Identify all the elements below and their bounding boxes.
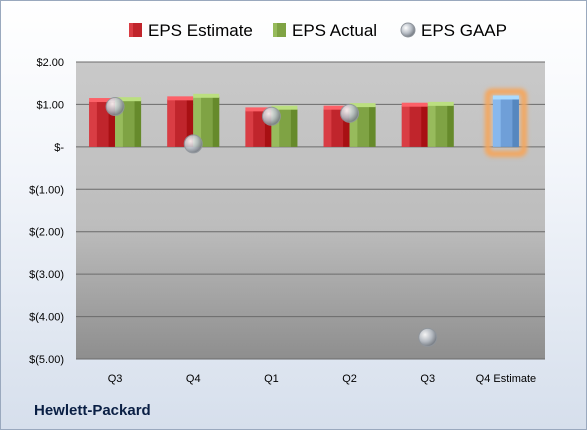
estimate-highlight xyxy=(484,88,527,157)
x-tick-label: Q3 xyxy=(108,373,123,385)
legend-label: EPS GAAP xyxy=(421,21,507,40)
eps-gaap-point xyxy=(340,103,360,123)
bar-eps-actual xyxy=(427,101,454,147)
x-tick-label: Q4 Estimate xyxy=(476,373,537,385)
x-tick-label: Q4 xyxy=(186,373,201,385)
legend-item: EPS GAAP xyxy=(400,21,507,40)
eps-gaap-point xyxy=(418,327,438,347)
y-tick-label: $(3.00) xyxy=(29,269,64,281)
eps-gaap-point xyxy=(183,134,203,154)
legend-label: EPS Actual xyxy=(292,21,377,40)
legend-swatch xyxy=(400,22,416,38)
x-tick-label: Q3 xyxy=(420,373,435,385)
y-tick-label: $1.00 xyxy=(36,99,64,111)
y-tick-label: $2.00 xyxy=(36,57,64,69)
y-tick-label: $(1.00) xyxy=(29,184,64,196)
y-tick-label: $- xyxy=(54,142,64,154)
eps-gaap-point xyxy=(105,97,125,117)
bar-eps-estimate xyxy=(401,102,428,147)
legend-label: EPS Estimate xyxy=(148,21,253,40)
y-tick-label: $(4.00) xyxy=(29,312,64,324)
plot-area xyxy=(76,62,545,359)
legend-item: EPS Estimate xyxy=(129,21,253,40)
y-tick-label: $(5.00) xyxy=(29,354,64,366)
x-tick-label: Q2 xyxy=(342,373,357,385)
y-tick-label: $(2.00) xyxy=(29,227,64,239)
bar-q4-estimate xyxy=(492,95,519,147)
company-name: Hewlett-Packard xyxy=(34,402,151,419)
x-tick-label: Q1 xyxy=(264,373,279,385)
legend-item: EPS Actual xyxy=(273,21,377,40)
bar-eps-estimate xyxy=(167,96,194,147)
eps-gaap-point xyxy=(261,106,281,126)
